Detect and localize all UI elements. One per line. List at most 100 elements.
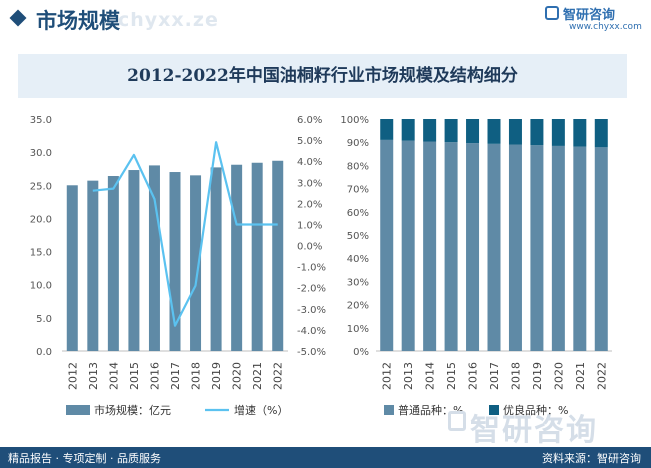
footer-source: 资料来源：智研咨询: [542, 452, 641, 465]
stack-axis-tick-label: 100%: [340, 115, 369, 126]
stack-bar-premium: [380, 119, 394, 140]
watermark-logo-icon: [448, 411, 466, 431]
logo-url: www.chyxx.com: [569, 22, 642, 32]
left-axis-tick-label: 35.0: [30, 115, 52, 126]
x-axis-tick-label: 2019: [210, 362, 223, 390]
bar: [272, 160, 284, 351]
right-axis-tick-label: -2.0%: [297, 284, 326, 295]
right-axis-tick-label: 6.0%: [297, 115, 322, 126]
right-axis-tick-label: -1.0%: [297, 263, 326, 274]
stack-bar-regular: [487, 143, 501, 351]
bar: [148, 165, 160, 351]
stack-bar-premium: [401, 119, 415, 141]
footer-bar: 精品报告 · 专项定制 · 品质服务 资料来源：智研咨询: [0, 447, 651, 468]
stack-x-axis-tick-label: 2021: [574, 362, 587, 390]
stack-bar-premium: [594, 119, 608, 148]
legend-label: 增速（%）: [234, 403, 288, 417]
bar: [87, 180, 99, 351]
legend-label: 优良品种：%: [503, 403, 568, 417]
stack-axis-tick-label: 20%: [347, 301, 369, 312]
stack-bar-premium: [444, 119, 458, 143]
stack-bar-regular: [444, 142, 458, 351]
growth-rate-line: [92, 141, 278, 327]
x-axis-tick-label: 2021: [251, 362, 264, 390]
stack-bar-regular: [466, 143, 480, 351]
bar: [190, 175, 202, 351]
stack-bar-premium: [423, 119, 437, 142]
legend-label: 普通品种：%: [398, 403, 463, 417]
stack-bar-regular: [573, 146, 587, 351]
footer-tagline: 精品报告 · 专项定制 · 品质服务: [8, 452, 161, 465]
x-axis-tick-label: 2018: [190, 362, 203, 390]
stack-axis-tick-label: 30%: [347, 277, 369, 288]
stack-bar-premium: [551, 119, 565, 146]
stack-axis-tick-label: 80%: [347, 161, 369, 172]
stack-x-axis-tick-label: 2019: [531, 362, 544, 390]
x-axis-tick-label: 2015: [128, 362, 141, 390]
logo-mark-icon: [545, 6, 559, 20]
left-axis-tick-label: 20.0: [30, 214, 52, 225]
stack-bar-premium: [487, 119, 501, 144]
right-axis-tick-label: -3.0%: [297, 305, 326, 316]
stack-axis-tick-label: 60%: [347, 208, 369, 219]
stack-bar-regular: [508, 144, 522, 351]
bar: [251, 162, 263, 351]
right-axis-tick-label: 4.0%: [297, 157, 322, 168]
stack-bar-premium: [573, 119, 587, 147]
stack-axis-tick-label: 50%: [347, 231, 369, 242]
bar: [210, 167, 222, 351]
bar: [169, 172, 181, 351]
left-axis-tick-label: 0.0: [36, 347, 52, 358]
left-axis-tick-label: 10.0: [30, 281, 52, 292]
right-axis-tick-label: 3.0%: [297, 178, 322, 189]
stack-bar-regular: [530, 145, 544, 351]
stack-bar-regular: [401, 140, 415, 351]
left-axis-tick-label: 5.0: [36, 314, 52, 325]
legend-swatch-bar: [66, 405, 90, 415]
stack-bar-regular: [380, 139, 394, 351]
stack-x-axis-tick-label: 2013: [402, 362, 415, 390]
stack-axis-tick-label: 70%: [347, 185, 369, 196]
x-axis-tick-label: 2014: [107, 362, 120, 390]
left-axis-tick-label: 15.0: [30, 248, 52, 259]
legend-label: 市场规模：亿元: [94, 403, 171, 417]
x-axis-tick-label: 2020: [231, 362, 244, 390]
right-axis-tick-label: 1.0%: [297, 220, 322, 231]
page-title: 市场规模: [36, 9, 120, 33]
stack-axis-tick-label: 10%: [347, 324, 369, 335]
left-axis-tick-label: 30.0: [30, 148, 52, 159]
left-axis-tick-label: 25.0: [30, 181, 52, 192]
watermark-text: 智研咨询: [470, 413, 598, 448]
stack-axis-tick-label: 0%: [353, 347, 369, 358]
legend-swatch-regular: [384, 405, 394, 415]
stack-x-axis-tick-label: 2012: [381, 362, 394, 390]
header-bar: 市场规模 chyxx.ze 智研咨询 www.chyxx.com: [0, 0, 651, 40]
stack-axis-tick-label: 90%: [347, 138, 369, 149]
stack-axis-tick-label: 40%: [347, 254, 369, 265]
stack-x-axis-tick-label: 2020: [552, 362, 565, 390]
stack-bar-regular: [594, 147, 608, 351]
stack-bar-premium: [530, 119, 544, 146]
logo-name: 智研咨询: [563, 8, 616, 23]
stack-x-axis-tick-label: 2014: [424, 362, 437, 390]
x-axis-tick-label: 2012: [66, 362, 79, 390]
right-axis-tick-label: 5.0%: [297, 136, 322, 147]
right-axis-tick-label: 2.0%: [297, 199, 322, 210]
stack-bar-regular: [423, 141, 437, 351]
x-axis-tick-label: 2016: [148, 362, 161, 390]
stack-bar-premium: [508, 119, 522, 145]
legend-swatch-premium: [489, 405, 499, 415]
bar: [128, 170, 140, 351]
right-axis-tick-label: -5.0%: [297, 347, 326, 358]
chart-title-panel: 2012-2022年中国油桐籽行业市场规模及结构细分: [18, 54, 627, 98]
bar: [66, 185, 78, 351]
bar: [107, 176, 119, 351]
stack-x-axis-tick-label: 2016: [467, 362, 480, 390]
title-watermark: chyxx.ze: [118, 9, 219, 31]
stack-bar-premium: [466, 119, 480, 144]
x-axis-tick-label: 2017: [169, 362, 182, 390]
stack-x-axis-tick-label: 2022: [595, 362, 608, 390]
brand-logo: 智研咨询 www.chyxx.com: [545, 4, 642, 34]
stack-x-axis-tick-label: 2018: [509, 362, 522, 390]
